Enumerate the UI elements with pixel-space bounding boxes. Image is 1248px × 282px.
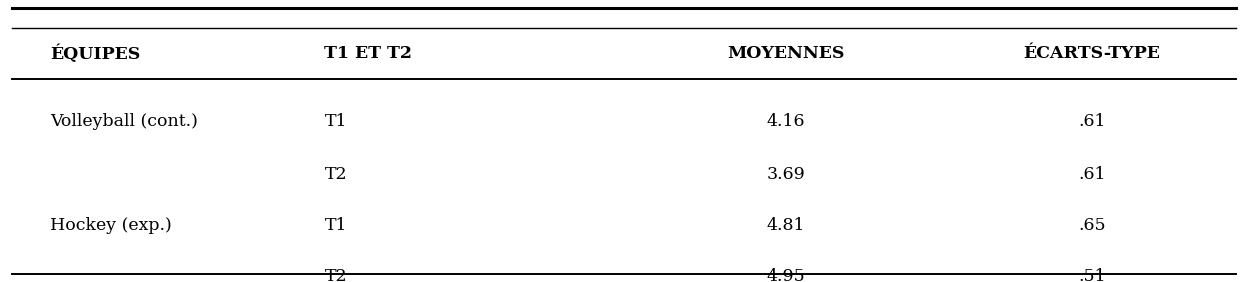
Text: .51: .51 xyxy=(1078,268,1106,282)
Text: Volleyball (cont.): Volleyball (cont.) xyxy=(50,113,197,130)
Text: T2: T2 xyxy=(324,166,347,183)
Text: .61: .61 xyxy=(1078,113,1106,130)
Text: ÉCARTS-TYPE: ÉCARTS-TYPE xyxy=(1023,45,1161,62)
Text: ÉQUIPES: ÉQUIPES xyxy=(50,44,140,63)
Text: 4.16: 4.16 xyxy=(768,113,805,130)
Text: 4.81: 4.81 xyxy=(768,217,805,234)
Text: MOYENNES: MOYENNES xyxy=(728,45,845,62)
Text: T1: T1 xyxy=(324,217,347,234)
Text: T1: T1 xyxy=(324,113,347,130)
Text: 3.69: 3.69 xyxy=(766,166,806,183)
Text: Hockey (exp.): Hockey (exp.) xyxy=(50,217,172,234)
Text: .61: .61 xyxy=(1078,166,1106,183)
Text: .65: .65 xyxy=(1078,217,1106,234)
Text: 4.95: 4.95 xyxy=(766,268,806,282)
Text: T1 ET T2: T1 ET T2 xyxy=(324,45,412,62)
Text: T2: T2 xyxy=(324,268,347,282)
